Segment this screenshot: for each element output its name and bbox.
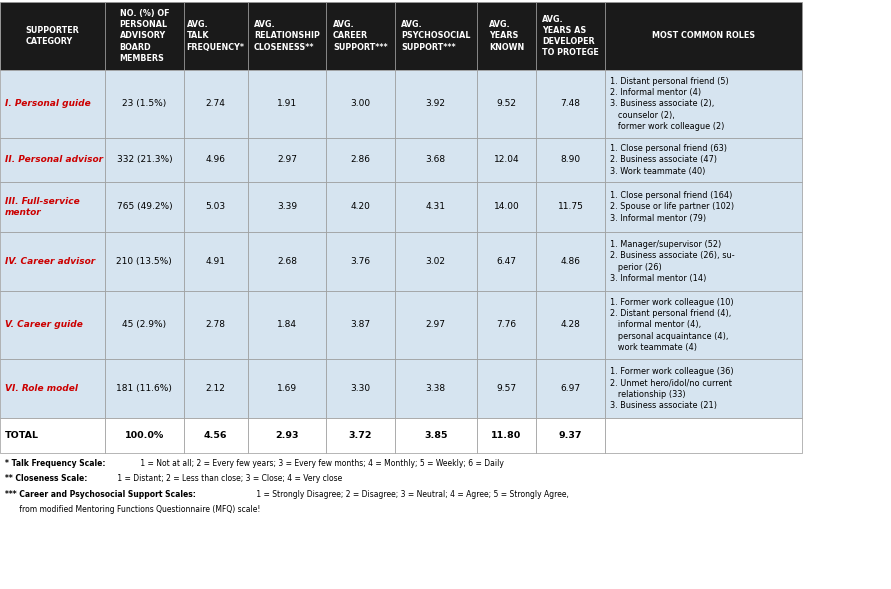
Text: 7.76: 7.76: [496, 320, 517, 329]
Bar: [0, 138, 105, 182]
Bar: [395, 418, 477, 453]
Text: 4.28: 4.28: [560, 320, 581, 329]
Text: AVG.
YEARS AS
DEVELOPER
TO PROTEGE: AVG. YEARS AS DEVELOPER TO PROTEGE: [543, 15, 599, 57]
Text: 4.20: 4.20: [350, 203, 371, 211]
Bar: [0, 418, 105, 453]
Text: MOST COMMON ROLES: MOST COMMON ROLES: [652, 31, 755, 41]
Bar: [605, 359, 802, 418]
Bar: [536, 291, 605, 359]
Text: 45 (2.9%): 45 (2.9%): [122, 320, 167, 329]
Text: 5.03: 5.03: [206, 203, 225, 211]
Bar: [326, 138, 395, 182]
Bar: [477, 359, 536, 418]
Text: 1. Close personal friend (63)
2. Business associate (47)
3. Work teammate (40): 1. Close personal friend (63) 2. Busines…: [610, 144, 727, 176]
Text: 23 (1.5%): 23 (1.5%): [122, 100, 167, 108]
Text: 2.97: 2.97: [426, 320, 446, 329]
Text: 6.97: 6.97: [560, 384, 581, 393]
Bar: [605, 2, 802, 70]
Text: 9.37: 9.37: [559, 431, 583, 440]
Bar: [605, 182, 802, 232]
Bar: [536, 70, 605, 138]
Bar: [395, 359, 477, 418]
Bar: [105, 70, 184, 138]
Text: 1.91: 1.91: [277, 100, 297, 108]
Text: *** Career and Psychosocial Support Scales:: *** Career and Psychosocial Support Scal…: [5, 490, 196, 499]
Bar: [105, 232, 184, 291]
Bar: [184, 359, 248, 418]
Bar: [105, 418, 184, 453]
Bar: [248, 2, 326, 70]
Bar: [105, 359, 184, 418]
Text: NO. (%) OF
PERSONAL
ADVISORY
BOARD
MEMBERS: NO. (%) OF PERSONAL ADVISORY BOARD MEMBE…: [119, 9, 169, 62]
Bar: [605, 232, 802, 291]
Text: 14.00: 14.00: [494, 203, 519, 211]
Text: V. Career guide: V. Career guide: [5, 320, 83, 329]
Text: 2.78: 2.78: [206, 320, 225, 329]
Bar: [184, 291, 248, 359]
Bar: [395, 291, 477, 359]
Bar: [184, 182, 248, 232]
Bar: [184, 232, 248, 291]
Text: 11.80: 11.80: [492, 431, 521, 440]
Bar: [477, 2, 536, 70]
Text: 1. Manager/supervisor (52)
2. Business associate (26), su-
   perior (26)
3. Inf: 1. Manager/supervisor (52) 2. Business a…: [610, 240, 734, 283]
Bar: [326, 232, 395, 291]
Text: 3.76: 3.76: [350, 257, 371, 266]
Text: AVG.
YEARS
KNOWN: AVG. YEARS KNOWN: [489, 21, 524, 52]
Text: TOTAL: TOTAL: [5, 431, 39, 440]
Text: 6.47: 6.47: [496, 257, 517, 266]
Text: 3.92: 3.92: [426, 100, 446, 108]
Text: 3.00: 3.00: [350, 100, 371, 108]
Text: 210 (13.5%): 210 (13.5%): [117, 257, 172, 266]
Bar: [536, 418, 605, 453]
Text: 3.85: 3.85: [424, 431, 447, 440]
Text: 7.48: 7.48: [560, 100, 581, 108]
Text: 2.74: 2.74: [206, 100, 225, 108]
Bar: [0, 182, 105, 232]
Text: 9.57: 9.57: [496, 384, 517, 393]
Bar: [326, 70, 395, 138]
Text: 1. Distant personal friend (5)
2. Informal mentor (4)
3. Business associate (2),: 1. Distant personal friend (5) 2. Inform…: [610, 77, 729, 131]
Text: 12.04: 12.04: [494, 155, 519, 164]
Bar: [184, 70, 248, 138]
Text: 4.31: 4.31: [426, 203, 446, 211]
Text: 4.56: 4.56: [204, 431, 227, 440]
Text: 1. Former work colleague (36)
2. Unmet hero/idol/no current
   relationship (33): 1. Former work colleague (36) 2. Unmet h…: [610, 368, 733, 410]
Bar: [326, 418, 395, 453]
Text: 1 = Strongly Disagree; 2 = Disagree; 3 = Neutral; 4 = Agree; 5 = Strongly Agree,: 1 = Strongly Disagree; 2 = Disagree; 3 =…: [255, 490, 569, 499]
Bar: [605, 138, 802, 182]
Text: 2.68: 2.68: [277, 257, 297, 266]
Bar: [248, 182, 326, 232]
Bar: [536, 182, 605, 232]
Bar: [395, 232, 477, 291]
Text: II. Personal advisor: II. Personal advisor: [5, 155, 103, 164]
Text: 765 (49.2%): 765 (49.2%): [117, 203, 172, 211]
Text: from modified Mentoring Functions Questionnaire (MFQ) scale!: from modified Mentoring Functions Questi…: [5, 505, 260, 515]
Text: 3.30: 3.30: [350, 384, 371, 393]
Text: 3.72: 3.72: [348, 431, 372, 440]
Text: IV. Career advisor: IV. Career advisor: [5, 257, 95, 266]
Bar: [477, 138, 536, 182]
Text: 100.0%: 100.0%: [125, 431, 164, 440]
Text: VI. Role model: VI. Role model: [5, 384, 78, 393]
Bar: [605, 70, 802, 138]
Bar: [105, 2, 184, 70]
Bar: [395, 2, 477, 70]
Bar: [184, 138, 248, 182]
Bar: [605, 291, 802, 359]
Bar: [395, 182, 477, 232]
Text: 2.93: 2.93: [275, 431, 298, 440]
Bar: [0, 2, 105, 70]
Bar: [326, 359, 395, 418]
Text: ** Closeness Scale:: ** Closeness Scale:: [5, 475, 87, 484]
Bar: [477, 232, 536, 291]
Text: 11.75: 11.75: [558, 203, 584, 211]
Bar: [248, 359, 326, 418]
Bar: [477, 70, 536, 138]
Text: 4.86: 4.86: [560, 257, 581, 266]
Bar: [477, 291, 536, 359]
Text: AVG.
RELATIONSHIP
CLOSENESS**: AVG. RELATIONSHIP CLOSENESS**: [254, 21, 320, 52]
Bar: [248, 291, 326, 359]
Bar: [105, 291, 184, 359]
Text: 2.12: 2.12: [206, 384, 225, 393]
